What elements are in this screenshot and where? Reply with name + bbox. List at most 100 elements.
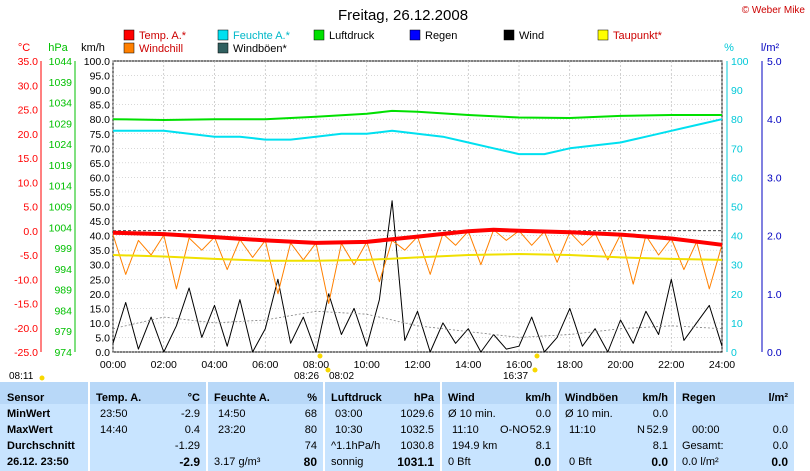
temp-min-time: 23:50 bbox=[100, 408, 128, 420]
legend-item: Wind bbox=[503, 29, 544, 42]
x-tick-label: 10:00 bbox=[354, 359, 380, 371]
series-line-windben bbox=[112, 310, 723, 338]
time-marker-dot bbox=[532, 367, 538, 373]
humidity_pct-tick-label: 50 bbox=[731, 202, 743, 214]
row-label-avg: Durchschnitt bbox=[7, 440, 75, 452]
humidity_pct-tick-label: 20 bbox=[731, 289, 743, 301]
legend-swatch bbox=[123, 29, 135, 41]
wind_kmh-tick-label: 10.0 bbox=[90, 318, 111, 330]
legend-label: Windböen* bbox=[233, 43, 288, 55]
series-line-tempa bbox=[112, 227, 723, 247]
wind-header: Wind bbox=[448, 392, 475, 404]
wind_kmh-tick-label: 70.0 bbox=[90, 143, 111, 155]
section-wind: Wind km/h Ø 10 min. 0.0 11:10 O-NO 52.9 … bbox=[442, 382, 557, 471]
pressure_hpa-tick-label: 974 bbox=[54, 347, 72, 359]
wind_kmh-tick-label: 15.0 bbox=[90, 303, 111, 315]
wind_kmh-tick-label: 65.0 bbox=[90, 158, 111, 170]
temp_c-tick-label: 25.0 bbox=[18, 105, 39, 117]
x-tick-label: 20:00 bbox=[607, 359, 633, 371]
humidity-min-time: 14:50 bbox=[218, 408, 246, 420]
section-temp: Temp. A. °C 23:50 -2.9 14:40 0.4 -1.29 -… bbox=[90, 382, 206, 471]
section-humidity: Feuchte A. % 14:50 68 23:20 80 74 3.17 g… bbox=[208, 382, 323, 471]
x-tick-label: 18:00 bbox=[557, 359, 583, 371]
wind_kmh-tick-label: 80.0 bbox=[90, 114, 111, 126]
humidity-min-value: 68 bbox=[304, 408, 317, 420]
temp_c-tick-label: -5.0 bbox=[20, 250, 38, 262]
legend-label: Temp. A.* bbox=[139, 30, 187, 42]
rain-unit: l/m² bbox=[768, 392, 788, 404]
rain_lm2-tick-label: 5.0 bbox=[767, 56, 782, 68]
humidity-axis-unit: % bbox=[724, 42, 734, 54]
pressure_hpa-tick-label: 1024 bbox=[49, 139, 73, 151]
temp_c-tick-label: 15.0 bbox=[18, 153, 39, 165]
temp_c-tick-label: 35.0 bbox=[18, 56, 39, 68]
temp-min-value: -2.9 bbox=[181, 408, 200, 420]
wind-max-value: 52.9 bbox=[529, 424, 551, 436]
wind_kmh-tick-label: 60.0 bbox=[90, 172, 111, 184]
pressure-axis-unit: hPa bbox=[48, 42, 68, 54]
copyright-label: © Weber Mike bbox=[742, 5, 806, 16]
pressure_hpa-tick-label: 1044 bbox=[49, 56, 73, 68]
temp_c-tick-label: -15.0 bbox=[14, 299, 38, 311]
wind_kmh-tick-label: 90.0 bbox=[90, 85, 111, 97]
wind_kmh-tick-label: 45.0 bbox=[90, 216, 111, 228]
pressure-avg-value: 1030.8 bbox=[400, 440, 434, 452]
series-line-feuchtea bbox=[113, 118, 723, 156]
humidity-max-time: 23:20 bbox=[218, 424, 246, 436]
pressure_hpa-tick-label: 979 bbox=[54, 326, 72, 338]
rain-current-amount: 0.0 l/m² bbox=[682, 456, 719, 468]
rain-max-time: 00:00 bbox=[692, 424, 720, 436]
wind_kmh-tick-label: 30.0 bbox=[90, 260, 111, 272]
legend-item: Windböen* bbox=[217, 42, 288, 55]
temp-avg-value: -1.29 bbox=[174, 440, 200, 452]
pressure_hpa-tick-label: 1039 bbox=[49, 77, 73, 89]
time-marker-label: 08:26 bbox=[294, 371, 319, 382]
legend-label: Luftdruck bbox=[329, 30, 375, 42]
legend-label: Regen bbox=[425, 30, 457, 42]
stats-table: Sensor MinWert MaxWert Durchschnitt 26.1… bbox=[0, 382, 810, 471]
legend-swatch bbox=[503, 29, 515, 41]
pressure_hpa-tick-label: 1014 bbox=[49, 181, 73, 193]
wind-min-value: 0.0 bbox=[535, 408, 551, 420]
wind_kmh-tick-label: 0.0 bbox=[95, 347, 110, 359]
time-marker-label: 16:37 bbox=[503, 371, 528, 382]
rain_lm2-tick-label: 2.0 bbox=[767, 231, 782, 243]
legend-item: Windchill bbox=[123, 42, 183, 55]
time-marker-dot bbox=[534, 353, 540, 359]
temp-axis-unit: °C bbox=[18, 42, 30, 54]
wind_kmh-tick-label: 55.0 bbox=[90, 187, 111, 199]
wind-max-time: 11:10 bbox=[452, 424, 479, 436]
x-tick-label: 06:00 bbox=[252, 359, 278, 371]
x-tick-label: 08:00 bbox=[303, 359, 329, 371]
pressure_hpa-tick-label: 989 bbox=[54, 285, 72, 297]
pressure_hpa-tick-label: 999 bbox=[54, 243, 72, 255]
series-line-wind bbox=[112, 200, 723, 353]
x-tick-label: 00:00 bbox=[100, 359, 126, 371]
wind_kmh-tick-label: 85.0 bbox=[90, 100, 111, 112]
humidity_pct-tick-label: 0 bbox=[731, 347, 737, 359]
wind-distance: 194.9 km bbox=[452, 440, 498, 452]
pressure-header: Luftdruck bbox=[331, 392, 382, 404]
temp-current-value: -2.9 bbox=[179, 455, 200, 469]
humidity-max-value: 80 bbox=[304, 424, 317, 436]
time-marker-dot bbox=[39, 375, 45, 381]
pressure-min-time: 03:00 bbox=[335, 408, 363, 420]
rain-axis-unit: l/m² bbox=[761, 42, 780, 54]
humidity_pct-tick-label: 30 bbox=[731, 260, 743, 272]
temp_c-tick-label: 30.0 bbox=[18, 80, 39, 92]
legend-label: Wind bbox=[519, 30, 544, 42]
time-marker-label: 08:11 bbox=[9, 371, 34, 382]
legend: Temp. A.* Feuchte A.* Luftdruck Regen Wind Ta… bbox=[123, 29, 663, 55]
time-marker-dot bbox=[325, 367, 331, 373]
x-tick-label: 14:00 bbox=[455, 359, 481, 371]
legend-swatch bbox=[217, 29, 229, 41]
pressure_hpa-tick-label: 1034 bbox=[49, 98, 73, 110]
series-line-taupunkt bbox=[112, 253, 723, 262]
row-label-min: MinWert bbox=[7, 408, 51, 420]
legend-swatch bbox=[313, 29, 325, 41]
wind_kmh-tick-label: 75.0 bbox=[90, 129, 111, 141]
wind_kmh-tick-label: 5.0 bbox=[95, 332, 110, 344]
humidity_pct-tick-label: 100 bbox=[731, 56, 749, 68]
temp-unit: °C bbox=[187, 392, 200, 404]
row-label-current: 26.12. 23:50 bbox=[7, 456, 69, 468]
